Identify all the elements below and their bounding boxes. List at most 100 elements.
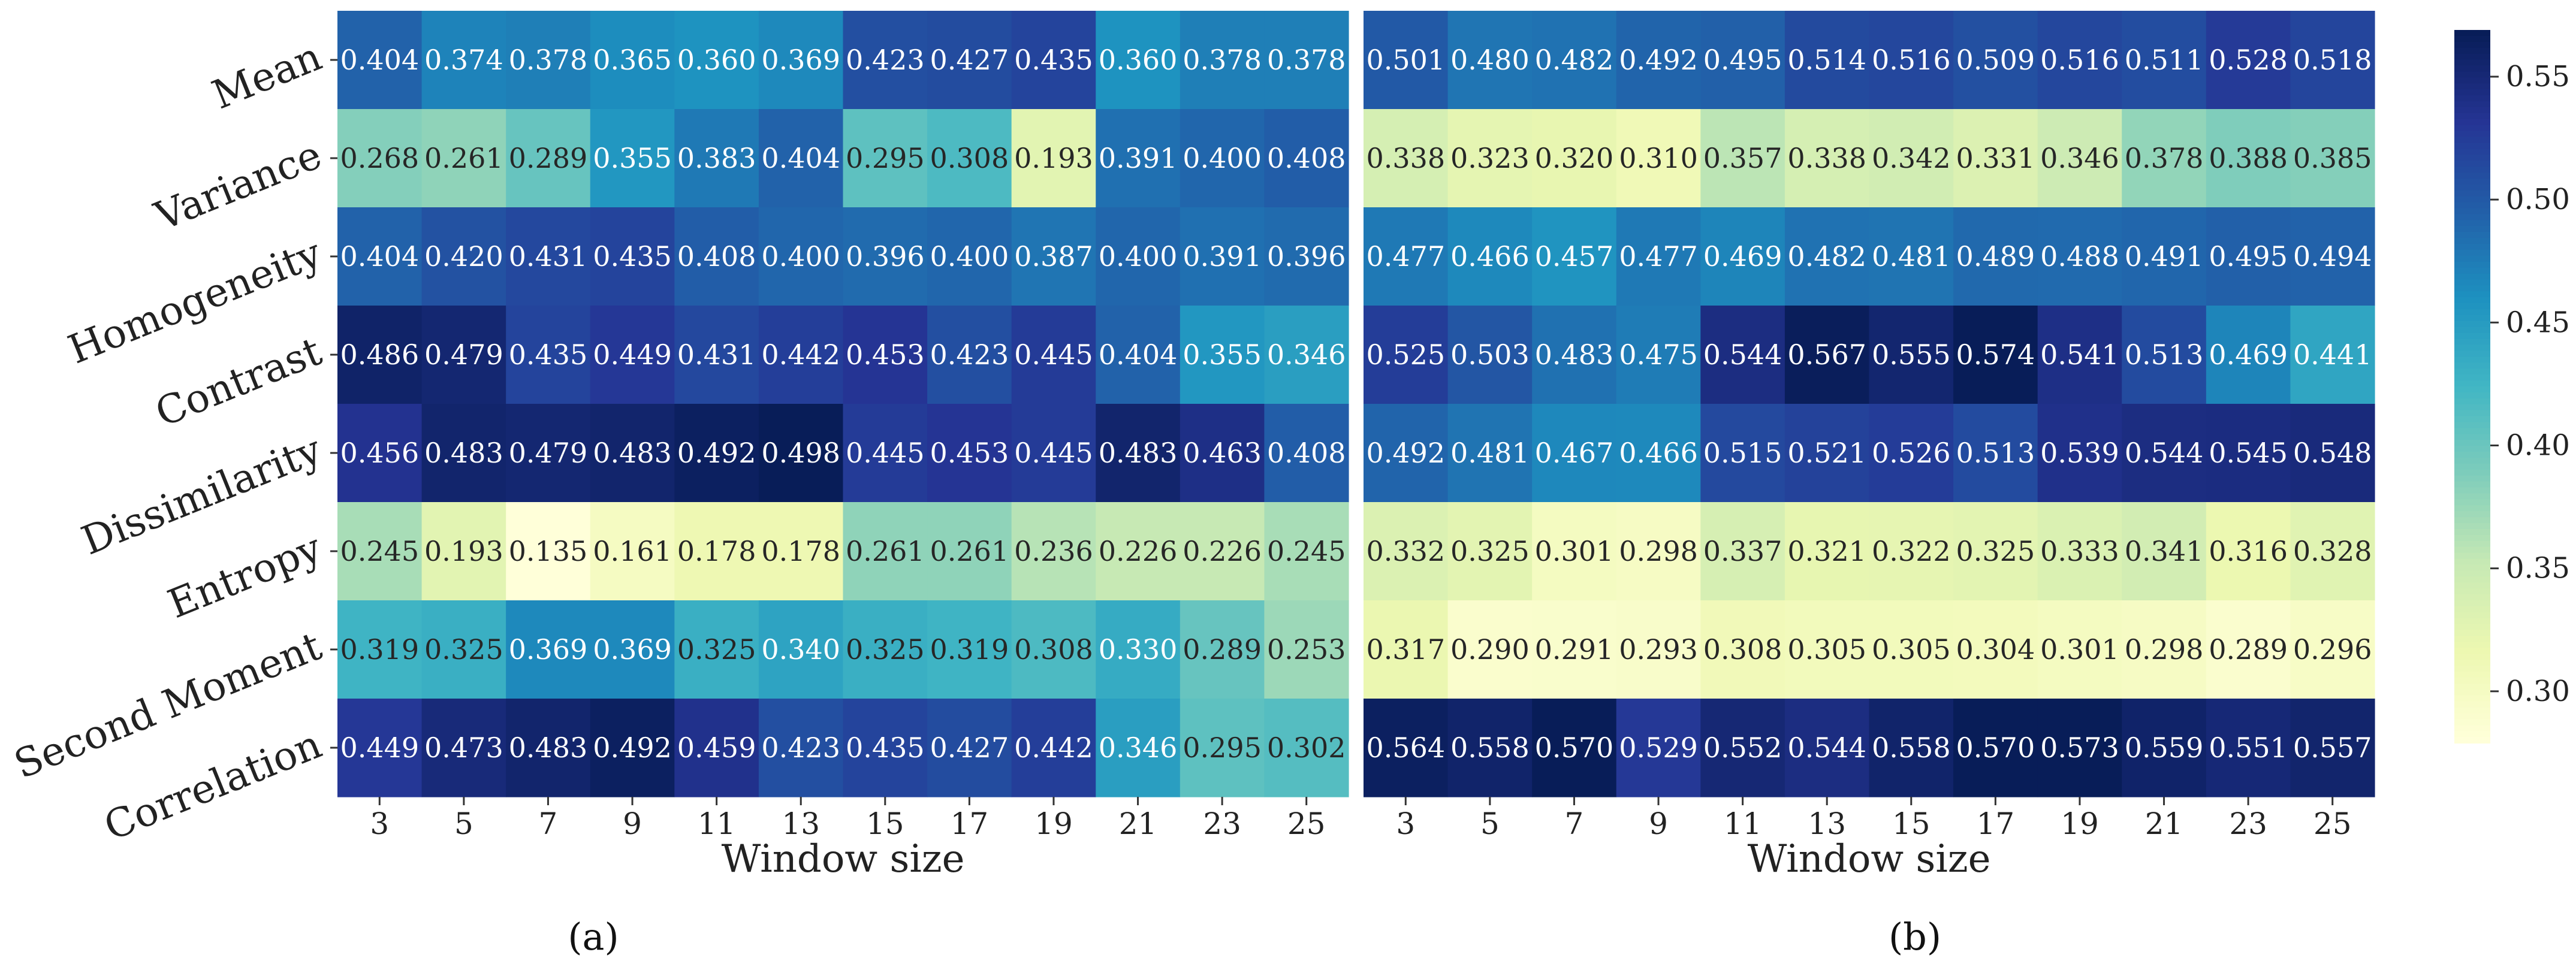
cell-value-label: 0.431 bbox=[677, 339, 756, 371]
heatmap-cell bbox=[421, 306, 506, 404]
heatmap-cell bbox=[758, 600, 844, 699]
heatmap-cell bbox=[506, 600, 591, 699]
cell-value-label: 0.325 bbox=[424, 633, 503, 666]
cell-value-label: 0.515 bbox=[1703, 437, 1782, 469]
colorbar-segment bbox=[2454, 339, 2490, 346]
cell-value-label: 0.501 bbox=[1366, 44, 1445, 76]
heatmap-cell bbox=[1364, 11, 1449, 110]
cell-value-label: 0.400 bbox=[1099, 240, 1178, 273]
heatmap-cell bbox=[1011, 502, 1096, 601]
colorbar-segment bbox=[2454, 184, 2490, 191]
heatmap-cell bbox=[2037, 11, 2122, 110]
heatmap-cell bbox=[1180, 11, 1265, 110]
colorbar-segment bbox=[2454, 546, 2490, 554]
cell-value-label: 0.338 bbox=[1787, 142, 1866, 174]
x-tick-label: 11 bbox=[698, 806, 736, 841]
x-tick-label: 23 bbox=[2229, 806, 2267, 841]
cell-value-label: 0.445 bbox=[846, 437, 925, 469]
cell-value-label: 0.544 bbox=[1787, 732, 1866, 764]
cell-value-label: 0.383 bbox=[677, 142, 756, 174]
colorbar-segment bbox=[2454, 731, 2490, 738]
colorbar-segment bbox=[2454, 244, 2490, 250]
cell-value-label: 0.308 bbox=[1014, 633, 1093, 666]
cell-value-label: 0.552 bbox=[1703, 732, 1782, 764]
heatmap-cell bbox=[1532, 11, 1617, 110]
colorbar-segment bbox=[2454, 143, 2490, 150]
colorbar-segment bbox=[2454, 588, 2490, 596]
cell-value-label: 0.355 bbox=[593, 142, 672, 174]
colorbar-segment bbox=[2454, 368, 2490, 376]
cell-value-label: 0.226 bbox=[1183, 535, 1262, 567]
row-label: Mean bbox=[206, 33, 328, 118]
cell-value-label: 0.408 bbox=[1267, 142, 1346, 174]
cell-value-label: 0.342 bbox=[1872, 142, 1951, 174]
x-axis-title: Window size bbox=[1748, 837, 1991, 881]
colorbar-segment bbox=[2454, 642, 2490, 649]
heatmap-cell bbox=[337, 699, 423, 797]
heatmap-cell bbox=[1700, 600, 1785, 699]
cell-value-label: 0.355 bbox=[1183, 339, 1262, 371]
cell-value-label: 0.477 bbox=[1619, 240, 1698, 273]
heatmap-panel-b: 0.501 0.480 0.482 0.492 0.495 0.514 0.516 0.509… bbox=[1364, 11, 2375, 959]
cell-value-label: 0.423 bbox=[846, 44, 925, 76]
cell-value-label: 0.378 bbox=[1183, 44, 1262, 76]
heatmap-cell bbox=[674, 11, 759, 110]
colorbar-segment bbox=[2454, 178, 2490, 185]
cell-value-label: 0.570 bbox=[1535, 732, 1614, 764]
colorbar-segment bbox=[2454, 131, 2490, 138]
cell-value-label: 0.360 bbox=[1099, 44, 1178, 76]
heatmap-cell bbox=[2206, 109, 2291, 208]
colorbar-segment bbox=[2454, 345, 2490, 352]
x-tick-label: 9 bbox=[623, 806, 642, 841]
heatmap-cell bbox=[1616, 600, 1701, 699]
colorbar-tick-label: 0.55 bbox=[2506, 60, 2570, 93]
row-label: Contrast bbox=[149, 328, 328, 436]
cell-value-label: 0.483 bbox=[593, 437, 672, 469]
heatmap-panel-a: 0.404 0.374 0.378 0.365 0.360 0.369 0.423 0.427… bbox=[8, 11, 1349, 959]
cell-value-label: 0.378 bbox=[2125, 142, 2204, 174]
cell-value-label: 0.308 bbox=[1703, 633, 1782, 666]
colorbar-segment bbox=[2454, 558, 2490, 566]
heatmap-cell bbox=[2122, 404, 2207, 503]
heatmap-cell bbox=[1264, 404, 1349, 503]
cell-value-label: 0.302 bbox=[1267, 732, 1346, 764]
colorbar-segment bbox=[2454, 564, 2490, 572]
cell-value-label: 0.544 bbox=[2125, 437, 2204, 469]
heatmap-cell bbox=[1264, 502, 1349, 601]
heatmap-cell bbox=[1180, 109, 1265, 208]
cell-value-label: 0.427 bbox=[930, 732, 1009, 764]
cell-value-label: 0.492 bbox=[593, 732, 672, 764]
cell-value-label: 0.404 bbox=[761, 142, 840, 174]
colorbar-segment bbox=[2454, 261, 2490, 268]
heatmap-cell bbox=[1532, 306, 1617, 404]
cell-value-label: 0.529 bbox=[1619, 732, 1698, 764]
cell-value-label: 0.332 bbox=[1366, 535, 1445, 567]
heatmap-cell bbox=[1011, 699, 1096, 797]
colorbar-segment bbox=[2454, 279, 2490, 286]
cell-value-label: 0.483 bbox=[1099, 437, 1178, 469]
cell-value-label: 0.516 bbox=[2040, 44, 2119, 76]
cell-value-label: 0.509 bbox=[1956, 44, 2035, 76]
heatmap-cell bbox=[1532, 207, 1617, 306]
cell-value-label: 0.521 bbox=[1787, 437, 1866, 469]
cell-value-label: 0.325 bbox=[1956, 535, 2035, 567]
x-tick-label: 25 bbox=[2313, 806, 2352, 841]
cell-value-label: 0.193 bbox=[1014, 142, 1093, 174]
heatmap-cell bbox=[421, 600, 506, 699]
colorbar-segment bbox=[2454, 77, 2490, 84]
heatmap-cell bbox=[590, 699, 675, 797]
heatmap-cell bbox=[2122, 207, 2207, 306]
cell-value-label: 0.495 bbox=[2209, 240, 2288, 273]
cell-value-label: 0.480 bbox=[1450, 44, 1530, 76]
colorbar-segment bbox=[2454, 327, 2490, 334]
heatmap-cell bbox=[843, 207, 928, 306]
x-tick-label: 19 bbox=[2061, 806, 2099, 841]
colorbar-segment bbox=[2454, 499, 2490, 506]
cell-value-label: 0.539 bbox=[2040, 437, 2119, 469]
cell-value-label: 0.391 bbox=[1099, 142, 1178, 174]
cell-value-label: 0.319 bbox=[340, 633, 419, 666]
cell-value-label: 0.378 bbox=[1267, 44, 1346, 76]
cell-value-label: 0.322 bbox=[1872, 535, 1951, 567]
cell-value-label: 0.449 bbox=[593, 339, 672, 371]
cell-value-label: 0.567 bbox=[1787, 339, 1866, 371]
